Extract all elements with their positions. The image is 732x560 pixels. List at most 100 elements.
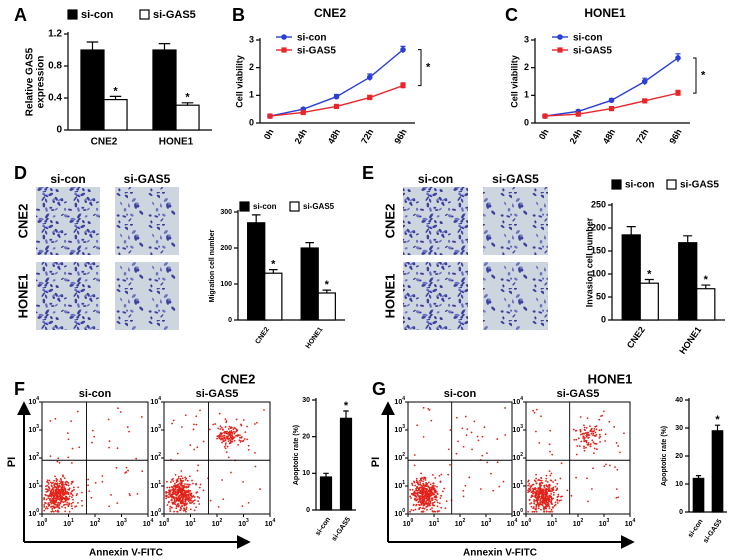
point — [267, 113, 273, 119]
cell-dot — [171, 488, 174, 491]
y-tick-label: 101 — [28, 480, 39, 490]
bar — [339, 417, 353, 511]
cell-dot — [179, 509, 181, 512]
tick-base: 10 — [116, 521, 124, 528]
cell-dot — [595, 433, 598, 436]
cell-dot — [241, 505, 244, 508]
cell-dot — [43, 509, 46, 512]
significance: * — [325, 279, 330, 291]
legend-swatch — [139, 9, 150, 20]
y-tick-label: 300 — [220, 209, 232, 216]
cell-dot — [208, 428, 211, 431]
cell-dot — [530, 502, 533, 504]
cell-dot — [56, 488, 59, 491]
cell-dot — [415, 498, 418, 501]
cell-dot — [434, 498, 437, 501]
tick-exponent: 0 — [529, 518, 532, 524]
cell-dot — [62, 475, 64, 478]
cell-dot — [63, 486, 66, 488]
cell-dot — [186, 491, 189, 494]
cell-dot — [219, 425, 222, 428]
cell-dot — [53, 507, 56, 510]
cell-dot — [540, 481, 543, 484]
tick-exponent: 4 — [36, 396, 39, 402]
cell-dot — [590, 488, 593, 490]
cell-dot — [593, 427, 596, 430]
cell-dot — [550, 487, 553, 490]
cell-dot — [421, 476, 423, 479]
cell-dot — [182, 479, 184, 482]
cell-dot — [230, 430, 233, 432]
cell-dot — [184, 483, 186, 485]
cell-dot — [428, 488, 431, 490]
cell-dot — [52, 495, 55, 498]
cell-dot — [423, 487, 425, 490]
cell-dot — [556, 502, 559, 504]
cell-dot — [438, 510, 440, 512]
cell-dot — [70, 505, 73, 507]
cell-dot — [43, 498, 46, 501]
cell-dot — [177, 475, 180, 478]
x-tick-label: 103 — [116, 518, 127, 528]
panel-label: D — [14, 163, 27, 183]
tick-base: 10 — [512, 483, 520, 490]
cell-dot — [67, 438, 70, 441]
cell-dot — [585, 441, 588, 444]
x-axis-label: Annexin V-FITC — [89, 548, 163, 559]
cell-dot — [413, 480, 415, 483]
legend-label: si-con — [573, 33, 602, 44]
cell-dot — [226, 435, 228, 438]
cell-dot — [543, 510, 545, 513]
cell-dot — [421, 486, 423, 489]
tick-exponent: 0 — [167, 518, 170, 524]
cell-dot — [548, 470, 551, 473]
cell-dot — [50, 494, 53, 497]
x-tick-label: 102 — [90, 518, 101, 528]
cell-dot — [423, 497, 426, 500]
cell-dot — [438, 474, 441, 477]
cell-dot — [46, 490, 49, 493]
cell-dot — [535, 503, 537, 506]
cell-dot — [527, 489, 529, 492]
cell-dot — [227, 428, 230, 430]
y-tick-label: 103 — [394, 424, 405, 434]
cell-dot — [62, 497, 65, 500]
tick-exponent: 2 — [581, 518, 584, 524]
legend-marker — [281, 47, 287, 53]
cell-dot — [181, 490, 183, 493]
cell-dot — [182, 498, 184, 501]
cell-dot — [440, 494, 443, 497]
cell-dot — [537, 478, 540, 481]
cell-dot — [219, 433, 222, 436]
cell-dot — [419, 481, 422, 484]
cell-dot — [74, 505, 76, 508]
tick-exponent: 1 — [193, 518, 196, 524]
cell-dot — [433, 504, 436, 507]
cell-dot — [413, 464, 416, 467]
point — [400, 83, 406, 89]
cell-dot — [527, 510, 529, 513]
cell-dot — [548, 486, 551, 489]
cell-dot — [444, 507, 447, 510]
cell-dot — [528, 499, 531, 501]
cell-dot — [419, 506, 422, 509]
cell-dot — [537, 507, 540, 510]
cell-dot — [584, 439, 587, 442]
cell-dot — [58, 482, 61, 485]
error-bar — [683, 235, 693, 243]
cell-dot — [418, 491, 421, 494]
cell-dot — [535, 493, 537, 496]
cell-dot — [169, 495, 172, 498]
cell-dot — [53, 484, 56, 487]
cell-dot — [188, 483, 190, 486]
cell-dot — [417, 494, 419, 496]
cell-dot — [80, 491, 83, 494]
point — [608, 106, 615, 112]
cell-dot — [231, 431, 234, 434]
cell-dot — [554, 485, 557, 488]
y-tick-label: 101 — [512, 480, 523, 490]
cell-dot — [425, 481, 428, 484]
cell-dot — [173, 510, 176, 513]
cell-dot — [50, 491, 53, 493]
cell-dot — [90, 496, 93, 499]
